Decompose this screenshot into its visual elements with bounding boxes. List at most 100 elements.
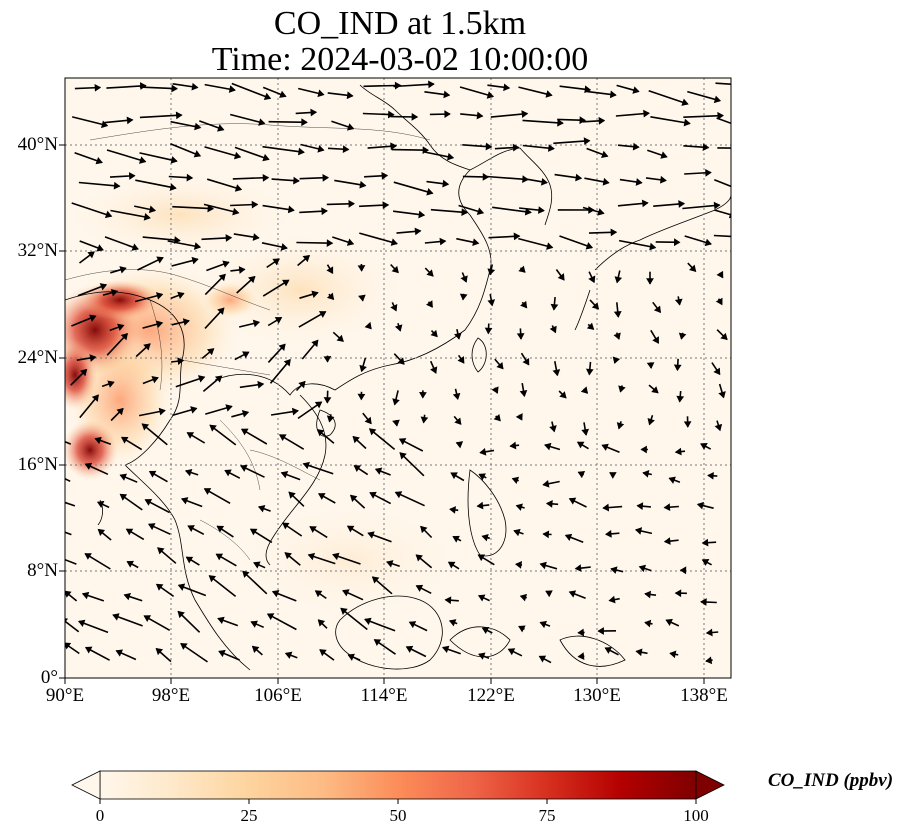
wind-arrowhead [610,228,618,237]
wind-arrowhead [224,469,232,477]
wind-arrowhead [609,90,617,99]
wind-arrowhead [225,404,233,412]
wind-arrowhead [158,407,166,416]
wind-arrowhead [89,314,97,322]
wind-arrowhead [94,83,102,92]
wind-vector [553,139,590,145]
wind-arrowhead [702,143,710,152]
wind-arrowhead [170,156,178,164]
wind-arrowhead [635,648,643,657]
wind-arrowhead [518,625,526,633]
wind-vector [139,86,178,90]
wind-arrowhead [652,336,659,344]
wind-arrowhead [487,268,496,276]
wind-arrowhead [128,172,136,180]
wind-vector [203,203,239,214]
wind-arrowhead [696,501,704,510]
wind-arrowhead [51,553,57,559]
wind-arrowhead [644,619,652,628]
wind-arrowhead [281,522,290,530]
wind-vector [106,84,146,89]
wind-arrowhead [591,302,600,310]
lon-tick-label: 98°E [151,685,191,706]
wind-arrowhead [96,244,104,252]
wind-vector [714,178,731,188]
wind-arrowhead [635,178,643,186]
wind-vector [393,181,433,195]
wind-arrowhead [597,627,604,635]
concentration-field [65,170,470,620]
wind-arrowhead [676,395,685,403]
wind-vector [65,620,80,633]
wind-arrowhead [579,116,587,125]
wind-arrowhead [598,116,606,125]
wind-arrowhead [613,332,621,340]
wind-arrowhead [194,122,202,131]
wind-vector [518,86,552,97]
wind-vector [142,236,180,242]
wind-vector [106,149,146,163]
wind-arrowhead [65,437,66,439]
wind-arrowhead [744,126,750,132]
wind-arrowhead [738,82,743,88]
colorbar-tick-label: 100 [683,806,709,825]
wind-arrowhead [588,275,596,284]
wind-arrowhead [660,175,667,184]
wind-arrowhead [415,554,423,562]
wind-arrowhead [545,590,553,598]
wind-arrowhead [336,334,344,342]
wind-arrowhead [419,391,427,399]
wind-arrowhead [262,153,270,162]
wind-arrowhead [472,238,480,246]
wind-arrowhead [705,168,712,177]
wind-arrowhead [390,142,398,151]
wind-arrowhead [115,649,124,657]
wind-arrowhead [357,393,366,401]
wind-arrowhead [184,469,193,477]
wind-arrowhead [262,173,270,182]
wind-vector [208,575,237,598]
wind-arrowhead [452,392,461,400]
wind-arrowhead [371,576,380,584]
wind-arrowhead [557,273,565,281]
wind-vector [296,241,333,244]
wind-arrowhead [479,447,487,456]
lon-tick-label: 138°E [680,685,728,706]
wind-arrowhead [610,566,618,574]
wind-arrowhead [228,85,236,93]
wind-vector [65,440,72,445]
wind-arrowhead [452,535,460,543]
wind-arrowhead [411,113,419,121]
wind-arrowhead [663,537,671,545]
wind-arrowhead [390,238,398,246]
wind-arrowhead [428,80,435,89]
wind-arrowhead [392,398,400,406]
wind-arrowhead [119,473,127,481]
wind-arrowhead [521,110,529,119]
wind-arrowhead [713,367,721,376]
wind-arrowhead [186,432,195,439]
wind-arrowhead [414,227,422,236]
lat-tick-label: 32°N [17,240,58,261]
wind-arrowhead [342,589,350,597]
wind-arrowhead [191,256,199,265]
wind-arrowhead [346,238,355,246]
wind-arrowhead [647,418,655,426]
wind-arrowhead [638,564,647,573]
wind-arrowhead [683,421,692,428]
wind-arrowhead [217,124,225,132]
wind-arrowhead [515,503,523,511]
wind-arrowhead [364,321,372,330]
colorbar-tick-label: 75 [538,806,556,825]
wind-arrowhead [420,416,429,424]
wind-vector [262,145,305,154]
wind-arrowhead [318,311,327,318]
wind-vector [522,119,563,124]
wind-vector [715,82,731,86]
wind-arrowhead [713,95,722,104]
wind-arrowhead [293,176,300,185]
wind-vector [65,477,71,483]
wind-arrowhead [577,652,585,661]
wind-arrowhead [415,584,424,592]
wind-arrowhead [481,533,489,542]
